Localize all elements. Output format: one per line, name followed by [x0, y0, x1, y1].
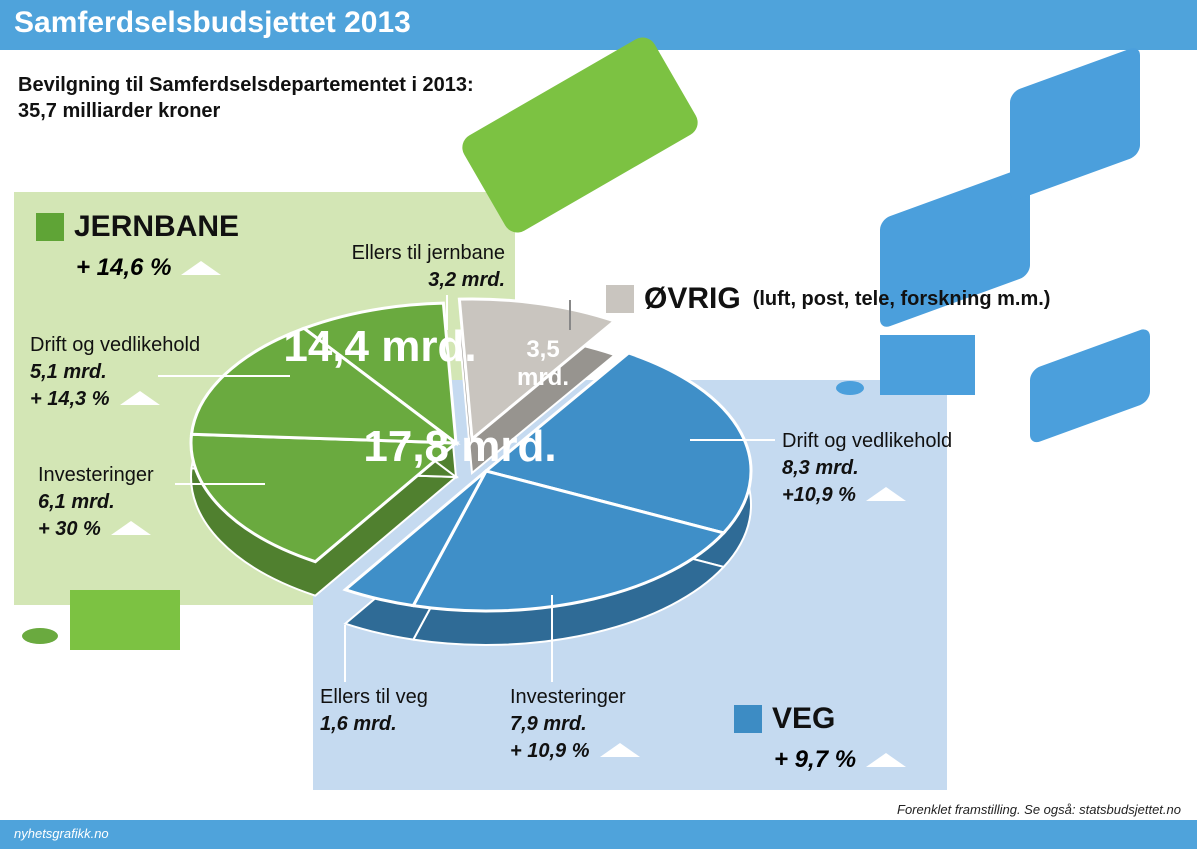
header-bar	[0, 0, 1197, 50]
category-name: Ellers til jernbane	[351, 242, 505, 264]
change-label: +10,9 %	[782, 484, 856, 506]
change-row: +10,9 %	[782, 482, 962, 509]
category-name: Drift og vedlikehold	[30, 334, 201, 356]
value-label: 1,6 mrd.	[320, 713, 397, 735]
legend-entry: ØVRIG (luft, post, tele, forskning m.m.)	[606, 282, 1050, 316]
coin	[836, 381, 864, 395]
slice-label: Investeringer 7,9 mrd. + 10,9 %	[510, 684, 670, 765]
slice-label: Ellers til veg 1,6 mrd.	[320, 684, 460, 738]
group-total: 14,4 mrd.	[283, 322, 477, 371]
up-arrow	[865, 487, 906, 501]
category-name: Investeringer	[510, 686, 626, 708]
decoration	[22, 37, 1150, 650]
group-change: + 9,7 %	[774, 746, 907, 774]
change-row: + 10,9 %	[510, 738, 670, 765]
change-label: + 14,6 %	[76, 254, 172, 281]
slice-label: Drift og vedlikehold 8,3 mrd. +10,9 %	[782, 428, 962, 509]
change-label: + 14,3 %	[30, 388, 110, 410]
legend-label: ØVRIG	[644, 282, 741, 315]
slice	[300, 301, 458, 447]
truck	[1010, 48, 1140, 200]
value-label: 7,9 mrd.	[510, 713, 587, 735]
category-name: Investeringer	[38, 464, 154, 486]
note: (luft, post, tele, forskning m.m.)	[752, 287, 1051, 310]
change-label: + 9,7 %	[774, 746, 857, 773]
value-label: 5,1 mrd.	[30, 361, 107, 383]
train	[462, 37, 698, 233]
slice	[342, 469, 488, 608]
value-label: 3,5 mrd.	[516, 336, 569, 391]
legend-entry: VEG	[734, 702, 994, 736]
credit: nyhetsgrafikk.no	[14, 826, 109, 841]
source: Forenklet framstilling. Se også: statsbu…	[897, 802, 1181, 817]
change-row: + 14,3 %	[30, 386, 210, 413]
legend-swatch	[606, 285, 634, 313]
slice	[189, 326, 461, 445]
slice-label: Drift og vedlikehold 5,1 mrd. + 14,3 %	[30, 332, 210, 413]
slice-label: Investeringer 6,1 mrd. + 30 %	[38, 462, 218, 543]
group-total: 17,8 mrd.	[363, 422, 557, 471]
up-arrow	[599, 743, 640, 757]
value-label: 6,1 mrd.	[38, 491, 115, 513]
legend-label: VEG	[772, 702, 836, 735]
slice	[410, 469, 727, 613]
up-arrow	[866, 753, 907, 767]
legend-swatch	[36, 213, 64, 241]
value-label: 8,3 mrd.	[782, 457, 859, 479]
category-name: Drift og vedlikehold	[782, 430, 953, 452]
up-arrow	[181, 261, 222, 275]
money	[880, 335, 975, 395]
van	[1030, 329, 1150, 443]
change-label: + 10,9 %	[510, 740, 590, 762]
slice	[189, 432, 460, 564]
category-name: Ellers til veg	[320, 686, 428, 708]
coin	[22, 628, 58, 644]
up-arrow	[110, 521, 151, 535]
truck	[880, 168, 1030, 327]
footer-bar	[0, 820, 1197, 849]
value-label: 3,2 mrd.	[428, 269, 505, 291]
slice-label: Ellers til jernbane 3,2 mrd.	[320, 240, 505, 294]
legend-label: JERNBANE	[74, 210, 240, 243]
legend-swatch	[734, 705, 762, 733]
change-label: + 30 %	[38, 518, 101, 540]
slice	[457, 297, 618, 442]
up-arrow	[119, 391, 160, 405]
change-row: + 30 %	[38, 516, 218, 543]
legend-entry: JERNBANE	[36, 210, 296, 244]
title: Samferdselsbudsjettet 2013	[14, 6, 411, 39]
group-change: + 14,6 %	[76, 254, 222, 282]
subtitle: Bevilgning til Samferdselsdepartementet …	[18, 74, 474, 122]
money	[70, 590, 180, 650]
